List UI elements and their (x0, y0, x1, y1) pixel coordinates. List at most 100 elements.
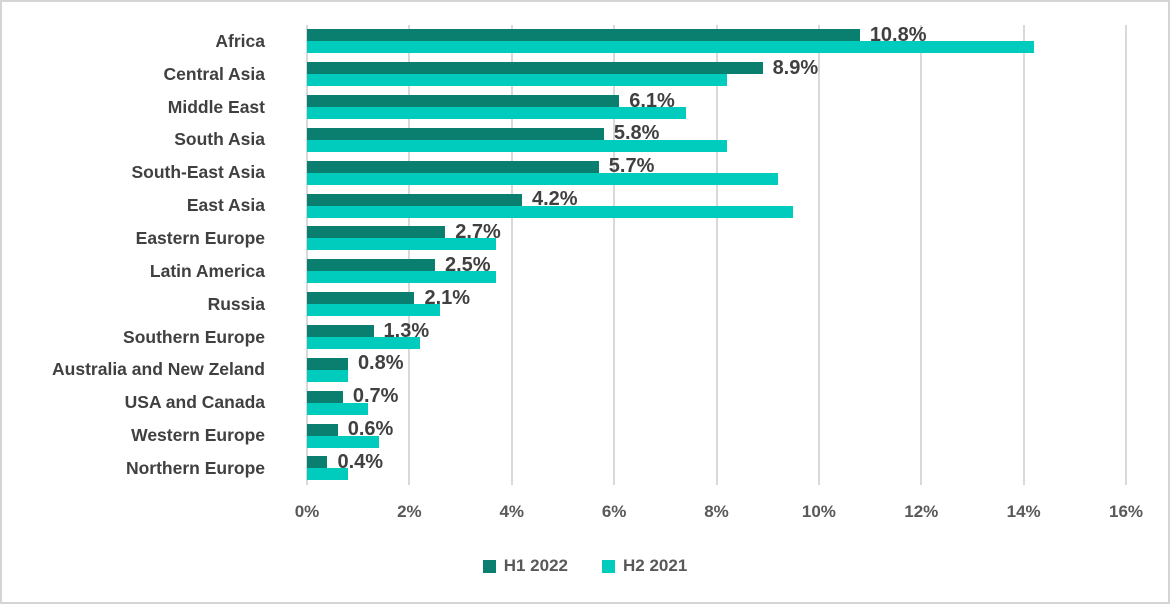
bar-h1-2022 (307, 29, 860, 42)
bar-h1-2022 (307, 456, 328, 469)
x-tick-label: 6% (601, 502, 627, 521)
category-label: Africa (215, 30, 265, 51)
bar-h1-2022 (307, 193, 522, 206)
bar-row: 0.7% (307, 385, 1126, 419)
gridline (408, 25, 411, 485)
bar-h1-2022 (307, 390, 343, 403)
bar-h1-2022 (307, 357, 348, 370)
gridline (613, 25, 616, 485)
bar-h2-2021 (307, 304, 441, 317)
data-label: 4.2% (531, 188, 578, 211)
bar-h2-2021 (307, 41, 1034, 54)
category-label: Central Asia (163, 63, 265, 84)
data-label: 5.7% (608, 155, 655, 178)
bar-h1-2022 (307, 95, 620, 108)
gridline (306, 25, 308, 485)
bar-h2-2021 (307, 369, 348, 382)
bar-row: 0.8% (307, 352, 1126, 386)
legend-label: H2 2021 (623, 556, 688, 575)
bar-group: 5.8% (307, 122, 1126, 152)
gridline (920, 25, 923, 485)
bar-h2-2021 (307, 271, 497, 284)
x-tick-label: 2% (397, 502, 422, 521)
bar-row: 6.1% (307, 89, 1126, 124)
legend: H1 2022 H2 2021 (2, 556, 1168, 576)
x-tick-label: 14% (1006, 502, 1041, 521)
bar-row: 10.8% (307, 24, 1126, 58)
x-tick-label: 16% (1108, 502, 1144, 521)
gridline (1022, 25, 1025, 485)
bar-row: 2.5% (307, 253, 1126, 288)
bar-h1-2022 (307, 160, 599, 173)
category-label: USA and Canada (124, 392, 265, 413)
category-label: Russia (207, 293, 265, 314)
bar-group: 2.1% (307, 286, 1126, 317)
bar-h2-2021 (307, 402, 369, 415)
legend-item-h1-2022: H1 2022 (482, 556, 568, 576)
category-label: Northern Europe (125, 457, 265, 478)
category-label: South-East Asia (131, 162, 265, 183)
bar-group: 2.5% (307, 253, 1126, 284)
bar-group: 0.6% (307, 418, 1126, 448)
bar-h1-2022 (307, 292, 415, 305)
bar-h2-2021 (307, 468, 348, 481)
category-label: Southern Europe (123, 326, 265, 347)
bar-row: 0.6% (307, 418, 1126, 452)
category-label: Middle East (167, 96, 265, 117)
x-tick-label: 0% (294, 502, 320, 521)
data-label: 2.1% (424, 286, 471, 309)
bar-row: 5.7% (307, 155, 1126, 189)
bar-group: 5.7% (307, 155, 1126, 185)
data-label: 6.1% (629, 89, 675, 112)
bar-row: 1.3% (307, 319, 1126, 354)
bar-h2-2021 (307, 337, 420, 350)
data-label: 5.8% (613, 122, 660, 145)
bar-group: 4.2% (307, 188, 1126, 218)
bar-h2-2021 (307, 172, 778, 185)
bar-h2-2021 (307, 238, 497, 251)
category-label: Eastern Europe (135, 227, 265, 248)
bar-row: 2.7% (307, 220, 1126, 255)
gridline (817, 25, 820, 485)
gridline (715, 25, 718, 485)
bar-h1-2022 (307, 226, 446, 239)
bar-h1-2022 (307, 423, 338, 436)
legend-item-h2-2021: H2 2021 (602, 556, 687, 576)
category-label: Latin America (149, 260, 265, 281)
category-label: South Asia (174, 129, 265, 150)
category-label: East Asia (186, 195, 265, 216)
data-label: 0.6% (347, 418, 394, 441)
x-axis: 0% 2% 4% 6% 8% 10% 12% 14% 16% (295, 502, 1143, 528)
bar-row: 0.4% (307, 451, 1126, 485)
bar-row: 4.2% (307, 188, 1126, 222)
data-label: 0.7% (352, 385, 399, 408)
gridline (1125, 25, 1127, 485)
x-tick-label: 4% (499, 502, 525, 521)
bar-group: 0.8% (307, 352, 1126, 382)
data-label: 1.3% (383, 319, 430, 342)
legend-swatch-icon (482, 559, 496, 573)
gridline (510, 25, 513, 485)
bar-h2-2021 (307, 205, 794, 218)
category-axis: Africa Central Asia Middle East South Asia S… (2, 25, 285, 485)
data-label: 8.9% (772, 56, 819, 79)
bar-h2-2021 (307, 139, 727, 152)
bar-row: 8.9% (307, 56, 1126, 91)
bar-group: 2.7% (307, 220, 1126, 251)
bar-h1-2022 (307, 259, 435, 272)
bar-h2-2021 (307, 107, 686, 120)
category-label: Australia and New Zeland (52, 359, 265, 380)
bar-row: 2.1% (307, 286, 1126, 321)
x-tick-label: 8% (704, 502, 729, 521)
bar-group: 10.8% (307, 24, 1126, 54)
x-tick-label: 10% (801, 502, 836, 521)
data-label: 2.7% (455, 220, 501, 243)
bar-group: 0.7% (307, 385, 1126, 415)
category-label: Western Europe (131, 425, 265, 446)
bar-h1-2022 (307, 325, 374, 338)
bar-row: 5.8% (307, 122, 1126, 157)
data-label: 2.5% (444, 253, 491, 276)
bar-group: 8.9% (307, 56, 1126, 87)
bar-h1-2022 (307, 127, 604, 140)
